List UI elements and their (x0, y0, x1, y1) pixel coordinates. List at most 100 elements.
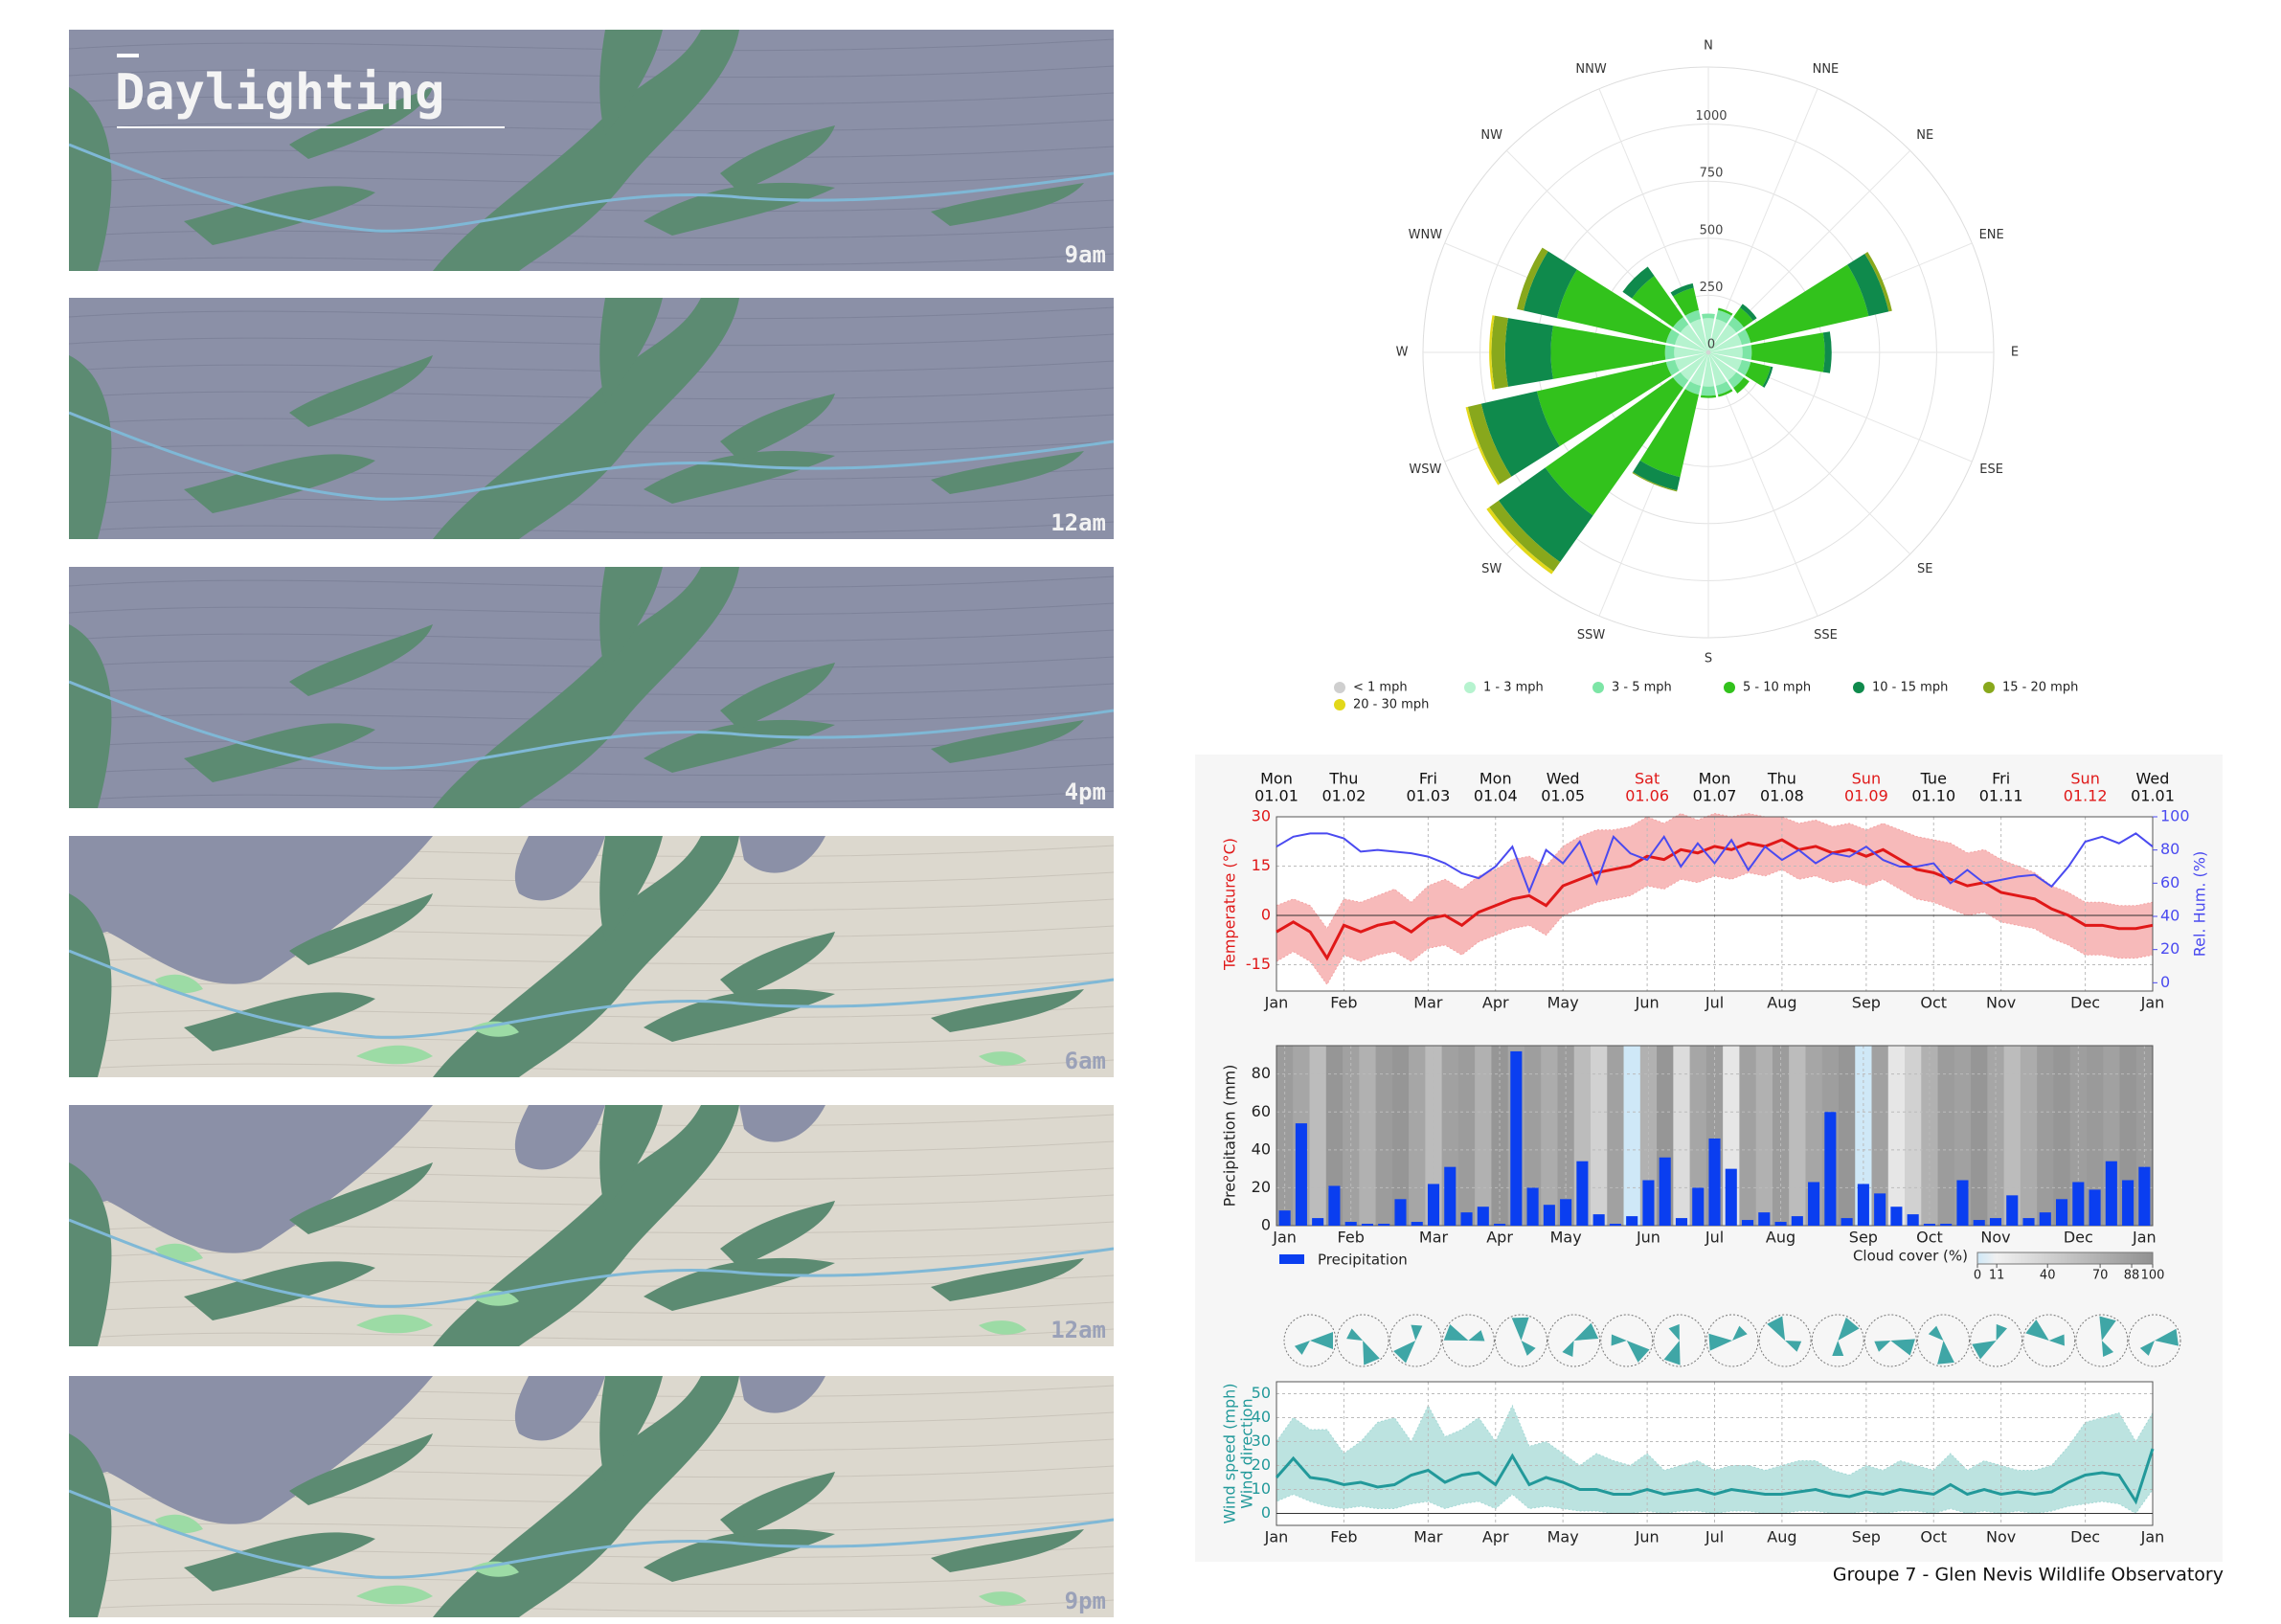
cloud-cover (1343, 1046, 1360, 1226)
rose-segment (1708, 352, 1711, 354)
direction-rose (1917, 1314, 1970, 1367)
rose-segment (1702, 318, 1715, 350)
direction-wedge (1668, 1323, 1680, 1341)
forest (289, 87, 433, 159)
cloud-cover (1871, 1046, 1889, 1226)
day-label: Mon (1699, 770, 1731, 788)
plot-frame (1276, 1381, 2154, 1526)
rose-segment (1489, 315, 1495, 390)
rose-segment (1622, 266, 1655, 299)
forest (720, 932, 835, 999)
date-label: 01.08 (1760, 787, 1804, 805)
y-tick-label: 30 (1252, 807, 1271, 825)
bar (1791, 1216, 1803, 1226)
rose-segment (1728, 372, 1744, 388)
rose-segment (1708, 352, 1710, 354)
rose-segment (1480, 391, 1560, 477)
meadow (471, 1561, 519, 1577)
radial-tick-label: 250 (1700, 281, 1724, 295)
direction-rose (1441, 1314, 1495, 1367)
bar (1444, 1166, 1457, 1226)
river (69, 1489, 1114, 1579)
x-tick-label: Oct (1920, 1528, 1947, 1546)
rose-segment (1684, 309, 1702, 324)
day-label: Mon (1479, 770, 1512, 788)
forest (599, 298, 663, 403)
bar (1361, 1224, 1373, 1226)
map-panel (69, 298, 1114, 539)
x-tick-label: Sep (1852, 1528, 1881, 1546)
shadow (514, 1105, 605, 1170)
time-label: 12am (1050, 509, 1106, 536)
rose-spoke (1707, 351, 1818, 617)
date-label: 01.02 (1321, 787, 1366, 805)
rose-segment (1708, 351, 1711, 353)
direction-wedge (1310, 1332, 1333, 1349)
y2-tick-label: 100 (2160, 807, 2190, 825)
y2-axis-title: Rel. Hum. (%) (2191, 851, 2209, 957)
direction-label: ESE (1979, 462, 2003, 477)
forest (289, 1162, 433, 1234)
radial-tick-label: 0 (1707, 338, 1715, 352)
meadow (356, 1585, 433, 1605)
time-label: 9pm (1065, 1588, 1106, 1614)
forest (720, 663, 835, 730)
cloud-cover (1855, 1046, 1873, 1226)
bar (2022, 1218, 2035, 1226)
rose-segment (1639, 389, 1700, 478)
bar (2105, 1161, 2117, 1226)
direction-label: E (2011, 346, 2019, 360)
rose-segment (1684, 381, 1702, 395)
direction-label: SW (1481, 562, 1502, 576)
forest (69, 1433, 112, 1617)
direction-label: NW (1480, 128, 1502, 143)
cloud-cover (2086, 1046, 2104, 1226)
y-tick-label: 80 (1252, 1064, 1271, 1082)
cloud-cover (1557, 1046, 1575, 1226)
meadow (356, 1045, 433, 1065)
direction-wedge (1732, 1325, 1748, 1341)
x-tick-label: Jul (1705, 994, 1724, 1012)
forest (289, 355, 433, 427)
day-label: Fri (1992, 770, 2010, 788)
direction-wedge (1832, 1341, 1844, 1356)
rose-segment (1733, 377, 1750, 394)
rose-segment (1680, 353, 1707, 381)
x-tick-label: Jul (1705, 1528, 1724, 1546)
rose-segment (1822, 331, 1832, 373)
direction-wedge (1363, 1341, 1380, 1365)
direction-rose (1600, 1314, 1654, 1367)
rose-segment (1709, 324, 1737, 351)
cloud-cover (2069, 1046, 2088, 1226)
rose-segment (1706, 350, 1708, 352)
y2-tick-label: 80 (2160, 840, 2179, 858)
rose-segment (1670, 282, 1694, 297)
y-tick-label: 40 (1252, 1139, 1271, 1158)
bar (1890, 1207, 1903, 1226)
direction-rose (1653, 1314, 1706, 1367)
bar (2122, 1180, 2134, 1226)
bar (1923, 1224, 1935, 1226)
forest (433, 298, 739, 539)
rose-segment (1701, 386, 1716, 396)
bar (1592, 1214, 1605, 1226)
title: Daylighting (115, 64, 444, 122)
forest (289, 1433, 433, 1505)
forest (599, 1376, 663, 1481)
x-tick-label: Jul (1705, 1229, 1724, 1247)
legend-swatch (1983, 682, 1995, 693)
direction-rose (1863, 1314, 1917, 1367)
rose-segment (1702, 354, 1715, 387)
direction-label: NE (1916, 128, 1933, 143)
contour (69, 656, 1114, 669)
rose-segment (1737, 328, 1751, 346)
bar (1295, 1123, 1307, 1226)
legend-label: < 1 mph (1353, 681, 1408, 695)
radial-tick-label: 500 (1700, 223, 1724, 237)
rose-segment (1674, 346, 1706, 359)
rose-segment (1705, 351, 1708, 353)
contour (69, 360, 1114, 373)
rose-segment (1504, 318, 1553, 387)
shadow (69, 1105, 433, 1253)
